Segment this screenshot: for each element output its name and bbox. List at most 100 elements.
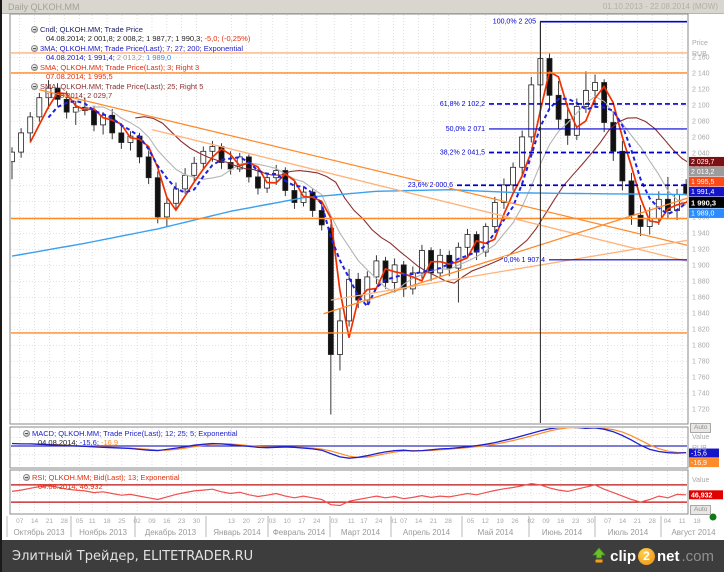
candles bbox=[11, 21, 687, 415]
auto-scale-button-price[interactable]: Auto bbox=[690, 423, 712, 433]
legend-macd-values: 04.08.2014; -15,6; -16,9 bbox=[38, 438, 118, 447]
svg-text:1 995,5: 1 995,5 bbox=[691, 179, 714, 186]
collapse-icon[interactable] bbox=[31, 45, 38, 52]
svg-text:16: 16 bbox=[163, 518, 171, 525]
svg-text:Май 2014: Май 2014 bbox=[478, 528, 514, 537]
svg-text:50,0% 2 071: 50,0% 2 071 bbox=[446, 126, 485, 133]
svg-text:14: 14 bbox=[619, 518, 627, 525]
collapse-icon[interactable] bbox=[31, 64, 38, 71]
collapse-icon[interactable] bbox=[23, 430, 30, 437]
svg-text:2 013,2: 2 013,2 bbox=[691, 169, 714, 176]
svg-text:21: 21 bbox=[430, 518, 438, 525]
svg-text:2 140: 2 140 bbox=[692, 71, 710, 78]
svg-text:10: 10 bbox=[283, 518, 291, 525]
svg-text:1 760: 1 760 bbox=[692, 375, 710, 382]
svg-text:03: 03 bbox=[269, 518, 277, 525]
svg-text:12: 12 bbox=[482, 518, 490, 525]
macd-axis-currency: RUB bbox=[692, 445, 707, 452]
rsi-axis-title: Value bbox=[692, 477, 710, 484]
candle-ohlc: 04.08.2014; 2 001,8; 2 008,2; 1 987,7; 1… bbox=[46, 34, 205, 43]
svg-text:100,0% 2 205: 100,0% 2 205 bbox=[493, 19, 536, 26]
svg-text:18: 18 bbox=[103, 518, 111, 525]
svg-text:17: 17 bbox=[298, 518, 306, 525]
svg-text:Декабрь 2013: Декабрь 2013 bbox=[145, 528, 197, 537]
svg-text:Март 2014: Март 2014 bbox=[341, 528, 381, 537]
price-badges: 2 029,7 2 013,2 1 995,5 1 991,4 1 990,3 1 989… bbox=[689, 156, 724, 218]
svg-text:20: 20 bbox=[243, 518, 251, 525]
candle-change: -5,0; (-0,25%) bbox=[204, 34, 251, 43]
collapse-icon[interactable] bbox=[23, 474, 30, 481]
ma3-v3: 1 989,0 bbox=[146, 53, 172, 62]
ma3-v2: 2 013,2; bbox=[116, 53, 147, 62]
svg-text:Июнь 2014: Июнь 2014 bbox=[542, 528, 583, 537]
trend-lines[interactable] bbox=[11, 52, 689, 334]
svg-text:05: 05 bbox=[467, 518, 475, 525]
svg-text:1 989,0: 1 989,0 bbox=[691, 210, 714, 217]
clip2net-logo[interactable]: clip 2 net .com bbox=[590, 547, 714, 565]
macd-plot bbox=[11, 428, 687, 459]
svg-text:Ноябрь 2013: Ноябрь 2013 bbox=[79, 528, 127, 537]
svg-text:2 160: 2 160 bbox=[692, 55, 710, 62]
macd-axis-title: Value bbox=[692, 434, 710, 441]
panel-border bbox=[9, 426, 689, 469]
svg-text:1 740: 1 740 bbox=[692, 391, 710, 398]
svg-text:1 800: 1 800 bbox=[692, 343, 710, 350]
svg-text:27: 27 bbox=[258, 518, 266, 525]
svg-text:07: 07 bbox=[400, 518, 408, 525]
svg-text:19: 19 bbox=[497, 518, 505, 525]
svg-text:21: 21 bbox=[46, 518, 54, 525]
svg-text:03: 03 bbox=[331, 518, 339, 525]
svg-text:2 080: 2 080 bbox=[692, 119, 710, 126]
ma3-date: 04.08.2014; bbox=[46, 53, 88, 62]
time-axis: Октябрь 2013 07 14 21 28 Ноябрь 2013 05 11 18 25 Д… bbox=[6, 516, 716, 537]
svg-text:11: 11 bbox=[348, 518, 355, 525]
svg-text:Октябрь 2013: Октябрь 2013 bbox=[13, 528, 65, 537]
legend-sma3-name: SMA; QLKOH.MM; Trade Price(Last); 3; Rig… bbox=[40, 63, 200, 72]
status-bar: Элитный Трейдер, ELITETRADER.RU clip 2 n… bbox=[2, 540, 724, 572]
panel-border bbox=[9, 469, 689, 515]
svg-text:2 040: 2 040 bbox=[692, 151, 710, 158]
svg-text:23: 23 bbox=[572, 518, 580, 525]
svg-text:2 029,7: 2 029,7 bbox=[691, 159, 714, 166]
svg-text:-15,6: -15,6 bbox=[691, 451, 707, 458]
svg-text:38,2% 2 041,5: 38,2% 2 041,5 bbox=[440, 150, 485, 157]
svg-text:1 820: 1 820 bbox=[692, 327, 710, 334]
svg-text:Февраль 2014: Февраль 2014 bbox=[273, 528, 326, 537]
svg-text:2 100: 2 100 bbox=[692, 103, 710, 110]
svg-text:14: 14 bbox=[415, 518, 423, 525]
watermark-text: Элитный Трейдер, ELITETRADER.RU bbox=[12, 548, 254, 564]
svg-text:1 920: 1 920 bbox=[692, 247, 710, 254]
logo-clip: clip bbox=[610, 547, 636, 565]
svg-text:02: 02 bbox=[134, 518, 142, 525]
svg-text:1 720: 1 720 bbox=[692, 407, 710, 414]
collapse-icon[interactable] bbox=[31, 83, 38, 90]
connection-status-icon bbox=[709, 513, 717, 521]
legend-macd-name: MACD; QLKOH.MM; Trade Price(Last); 12; 2… bbox=[32, 429, 238, 438]
logo-net: net bbox=[656, 547, 680, 565]
window-title: Daily QLKOH.MM bbox=[8, 2, 80, 12]
svg-text:02: 02 bbox=[528, 518, 536, 525]
svg-text:26: 26 bbox=[511, 518, 519, 525]
svg-text:21: 21 bbox=[634, 518, 642, 525]
svg-text:14: 14 bbox=[31, 518, 39, 525]
collapse-icon[interactable] bbox=[31, 26, 38, 33]
svg-text:1 960: 1 960 bbox=[692, 215, 710, 222]
legend-rsi-name: RSI; QLKOH.MM; Bid(Last); 13; Exponentia… bbox=[32, 473, 180, 482]
svg-text:24: 24 bbox=[313, 518, 321, 525]
panel-border bbox=[9, 13, 689, 425]
svg-text:1 990,3: 1 990,3 bbox=[691, 198, 716, 207]
svg-text:2 060: 2 060 bbox=[692, 135, 710, 142]
auto-scale-button-rsi[interactable]: Auto bbox=[690, 505, 712, 515]
svg-text:1 860: 1 860 bbox=[692, 295, 710, 302]
legend-3ma-name: 3MA; QLKOH.MM; Trade Price(Last); 7; 27;… bbox=[40, 44, 244, 53]
svg-text:18: 18 bbox=[693, 518, 701, 525]
svg-text:Апрель 2014: Апрель 2014 bbox=[403, 528, 451, 537]
fibonacci-levels[interactable]: 100,0% 2 205 61,8% 2 102,2 50,0% 2 071 38,2… bbox=[407, 18, 687, 265]
macd-date: 04.08.2014; bbox=[38, 438, 80, 447]
svg-text:1 940: 1 940 bbox=[692, 231, 710, 238]
svg-text:1 991,4: 1 991,4 bbox=[691, 189, 714, 196]
svg-text:-16,9: -16,9 bbox=[691, 460, 707, 467]
price-axis-currency: RUB bbox=[692, 51, 707, 58]
